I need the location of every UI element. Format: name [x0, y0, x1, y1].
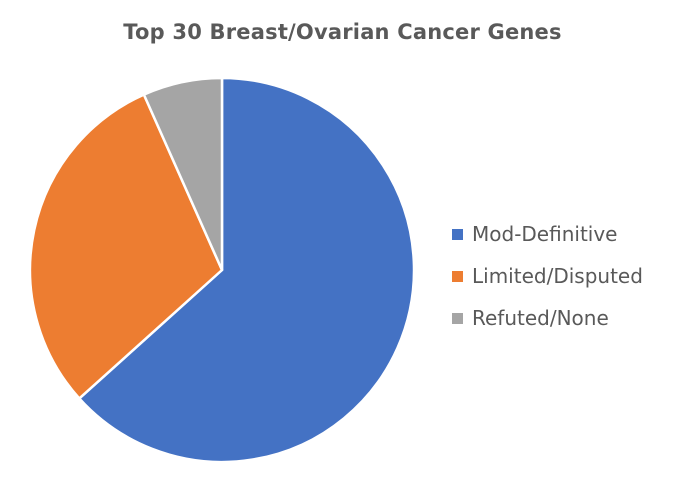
legend-item: Mod-Definitive	[452, 213, 643, 255]
chart-title: Top 30 Breast/Ovarian Cancer Genes	[123, 20, 562, 44]
legend-swatch	[452, 228, 463, 240]
legend-swatch	[452, 312, 463, 324]
pie-slice-refuted-none	[142, 76, 224, 272]
legend-label: Limited/Disputed	[472, 264, 643, 288]
legend-label: Refuted/None	[472, 306, 609, 330]
legend-swatch	[452, 270, 463, 282]
legend: Mod-Definitive Limited/Disputed Refuted/…	[452, 213, 643, 339]
pie-slice-limited-disputed	[28, 93, 224, 400]
legend-item: Limited/Disputed	[452, 255, 643, 297]
legend-item: Refuted/None	[452, 297, 643, 339]
legend-label: Mod-Definitive	[472, 222, 618, 246]
pie-slice-mod-definitive	[78, 76, 416, 464]
